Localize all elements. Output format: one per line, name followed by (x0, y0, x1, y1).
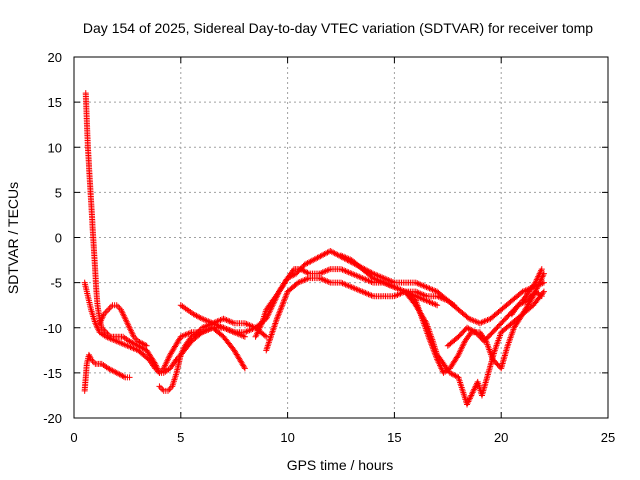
data-point-markers (444, 288, 545, 349)
x-tick-label: 15 (387, 430, 401, 445)
y-tick-label: -15 (43, 366, 62, 381)
data-point-markers (508, 266, 545, 318)
data-point-markers (82, 90, 248, 376)
series-track-c (81, 351, 133, 394)
x-tick-label: 0 (70, 430, 77, 445)
series-track-k (508, 266, 545, 318)
y-tick-label: 0 (55, 231, 62, 246)
y-tick-label: -5 (50, 276, 62, 291)
series-track-i (402, 288, 547, 408)
series-track-b (82, 90, 248, 376)
ticks-layer (73, 56, 609, 419)
x-tick-label: 10 (280, 430, 294, 445)
series-track-h (263, 270, 547, 376)
y-tick-label: 15 (48, 95, 62, 110)
data-point-markers (263, 270, 547, 376)
y-tick-label: 10 (48, 140, 62, 155)
tick-labels: 0 5 10 15 20 25 -20 -15 -10 -5 0 5 10 15 20 (43, 50, 615, 445)
series-track-d (96, 302, 150, 349)
y-tick-label: 20 (48, 50, 62, 65)
x-axis-label: GPS time / hours (287, 457, 394, 473)
x-tick-label: 5 (177, 430, 184, 445)
series-track-j (444, 288, 545, 349)
x-tick-label: 20 (494, 430, 508, 445)
data-point-markers (81, 351, 133, 394)
data-point-markers (338, 252, 458, 309)
data-point-markers (96, 302, 150, 349)
y-tick-label: -10 (43, 321, 62, 336)
y-tick-label: 5 (55, 185, 62, 200)
y-tick-label: -20 (43, 411, 62, 426)
chart-title: Day 154 of 2025, Sidereal Day-to-day VTE… (83, 20, 593, 36)
data-point-markers (402, 288, 547, 408)
y-axis-label: SDTVAR / TECUs (5, 182, 21, 294)
marks-layer (81, 90, 547, 408)
x-tick-label: 25 (601, 430, 615, 445)
series-track-l (338, 252, 458, 309)
